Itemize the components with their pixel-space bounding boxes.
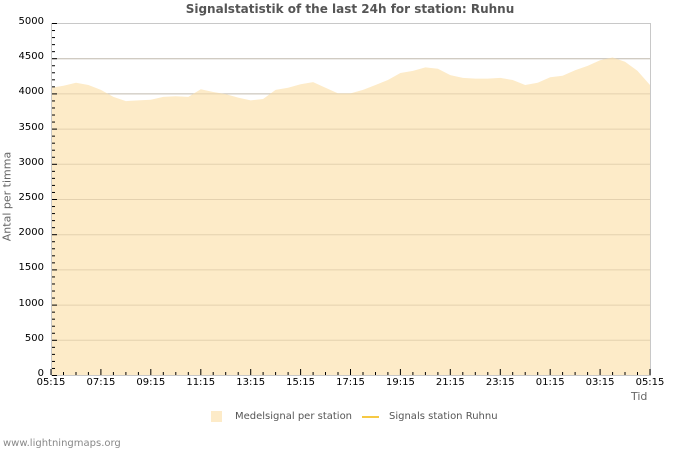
y-tick-label: 1500 [18, 262, 44, 274]
legend-item-signals-ruhnu[interactable]: Signals station Ruhnu [362, 411, 498, 422]
x-tick-label: 15:15 [286, 377, 315, 388]
area-swatch-icon [211, 411, 222, 422]
medelsignal-area [51, 57, 650, 375]
x-tick-label: 03:15 [585, 377, 615, 388]
x-tick-label: 17:15 [336, 377, 365, 388]
y-tick-label: 4000 [18, 86, 44, 98]
y-tick-label: 2000 [18, 227, 44, 239]
y-tick-label: 0 [37, 368, 44, 379]
y-tick-label: 3000 [18, 156, 44, 168]
x-tick-label: 23:15 [485, 377, 515, 388]
y-tick-label: 3500 [18, 121, 44, 133]
x-tick-label: 05:15 [635, 377, 665, 388]
y-tick-label: 5000 [18, 16, 44, 27]
chart-legend: Medelsignal per station Signals station … [0, 411, 700, 427]
y-axis-label: Antal per timma [0, 151, 14, 242]
axis-ticks [50, 23, 651, 376]
x-tick-label: 09:15 [136, 377, 166, 388]
x-tick-label: 07:15 [86, 377, 116, 388]
x-tick-label: 21:15 [435, 377, 465, 388]
x-tick-label: 01:15 [535, 377, 565, 388]
x-tick-label: 19:15 [385, 377, 415, 388]
line-swatch-icon [362, 415, 379, 418]
y-tick-label: 2500 [18, 192, 44, 203]
plot-frame [51, 23, 651, 376]
y-tick-label: 500 [24, 332, 44, 344]
legend-item-medelsignal[interactable]: Medelsignal per station [211, 411, 352, 422]
x-tick-label: 11:15 [186, 377, 216, 388]
x-tick-label: 13:15 [236, 377, 266, 388]
legend-label: Signals station Ruhnu [389, 411, 498, 422]
x-tick-label: 05:15 [36, 377, 66, 388]
legend-label: Medelsignal per station [235, 411, 353, 422]
y-tick-label: 1000 [18, 297, 44, 309]
y-tick-label: 4500 [18, 51, 44, 63]
footer-credit: www.lightningmaps.org [3, 438, 121, 449]
chart-title: Signalstatistik of the last 24h for stat… [185, 2, 515, 16]
x-axis-label: Tid [631, 390, 648, 403]
